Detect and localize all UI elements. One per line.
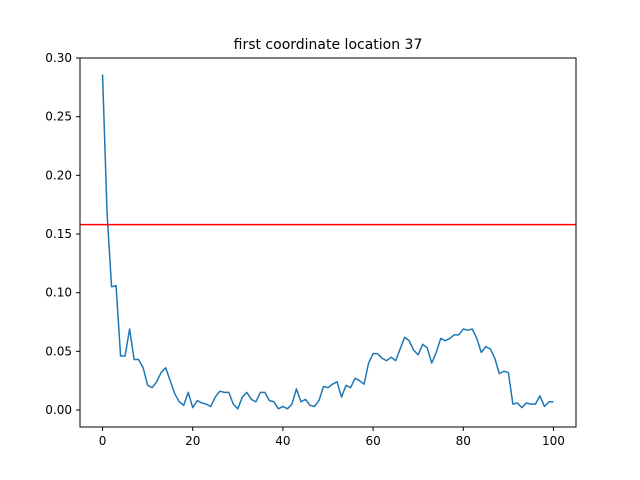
y-tick-label: 0.20	[45, 168, 72, 182]
y-tick-label: 0.25	[45, 110, 72, 124]
x-tick-label: 20	[185, 434, 200, 448]
axes-frame	[79, 57, 577, 428]
y-tick-label: 0.05	[45, 344, 72, 358]
y-tick-label: 0.15	[45, 227, 72, 241]
y-tick-label: 0.00	[45, 403, 72, 417]
chart-title: first coordinate location 37	[234, 37, 423, 53]
x-tick-label: 100	[542, 434, 565, 448]
x-tick-label: 80	[456, 434, 471, 448]
series-line	[101, 74, 554, 410]
x-tick-label: 0	[99, 434, 107, 448]
plot-area: 0 20 40 60 80 100 0.00 0.05 0.10 0.15 0.20 0.25 0.30	[45, 51, 576, 448]
x-tick-label: 60	[365, 434, 380, 448]
y-tick-label: 0.10	[45, 286, 72, 300]
x-tick-label: 40	[275, 434, 290, 448]
y-tick-label: 0.30	[45, 51, 72, 65]
